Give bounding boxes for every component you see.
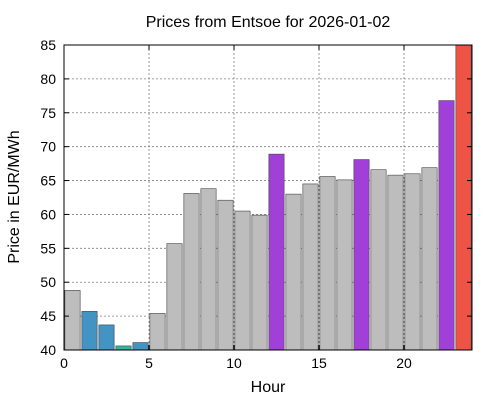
- bar-hour-22: [438, 100, 455, 351]
- bar-hour-19: [387, 174, 404, 351]
- x-tick-label: 5: [145, 355, 153, 371]
- bar-hour-16: [336, 179, 353, 351]
- bar-hour-11: [251, 214, 268, 351]
- y-tick-label: 70: [40, 139, 56, 155]
- bar-hour-9: [217, 199, 234, 351]
- bar-hour-1: [81, 311, 98, 351]
- chart-title: Prices from Entsoe for 2026-01-02: [146, 14, 391, 31]
- x-axis-label: Hour: [251, 379, 286, 396]
- grid: [64, 45, 472, 350]
- bar-hour-6: [166, 243, 183, 351]
- y-axis-label: Price in EUR/MWh: [6, 130, 23, 263]
- bar-hour-2: [98, 324, 115, 351]
- y-tick-label: 65: [40, 173, 56, 189]
- bar-hour-4: [132, 342, 149, 351]
- bar-hour-10: [234, 210, 251, 351]
- bar-hour-13: [285, 193, 302, 351]
- y-tick-label: 75: [40, 105, 56, 121]
- bar-hour-20: [404, 173, 421, 351]
- bar-hour-12: [268, 153, 285, 351]
- bars: [64, 44, 472, 351]
- bar-hour-21: [421, 167, 438, 351]
- y-tick-label: 80: [40, 71, 56, 87]
- bar-hour-5: [149, 313, 166, 351]
- axis-ticks: [63, 44, 472, 351]
- y-tick-label: 40: [40, 342, 56, 358]
- x-tick-label: 0: [60, 355, 68, 371]
- y-tick-label: 45: [40, 308, 56, 324]
- bar-hour-3: [115, 345, 132, 351]
- y-tick-label: 85: [40, 37, 56, 53]
- y-tick-label: 60: [40, 206, 56, 222]
- plot-frame: [63, 44, 473, 351]
- y-tick-label: 55: [40, 240, 56, 256]
- bar-hour-17: [353, 159, 370, 351]
- x-tick-label: 10: [226, 355, 242, 371]
- bar-hour-7: [183, 193, 200, 351]
- x-tick-labels: 0 5 10 15 20: [60, 355, 412, 371]
- x-tick-label: 15: [311, 355, 327, 371]
- bar-hour-8: [200, 188, 217, 351]
- bar-hour-23: [455, 44, 472, 351]
- bar-hour-0: [64, 290, 81, 351]
- bar-hour-15: [319, 176, 336, 351]
- y-tick-label: 50: [40, 274, 56, 290]
- x-tick-label: 20: [396, 355, 412, 371]
- bar-hour-14: [302, 183, 319, 351]
- bar-hour-18: [370, 169, 387, 351]
- y-tick-labels: 40 45 50 55 60 65 70 75 80 85: [40, 37, 56, 358]
